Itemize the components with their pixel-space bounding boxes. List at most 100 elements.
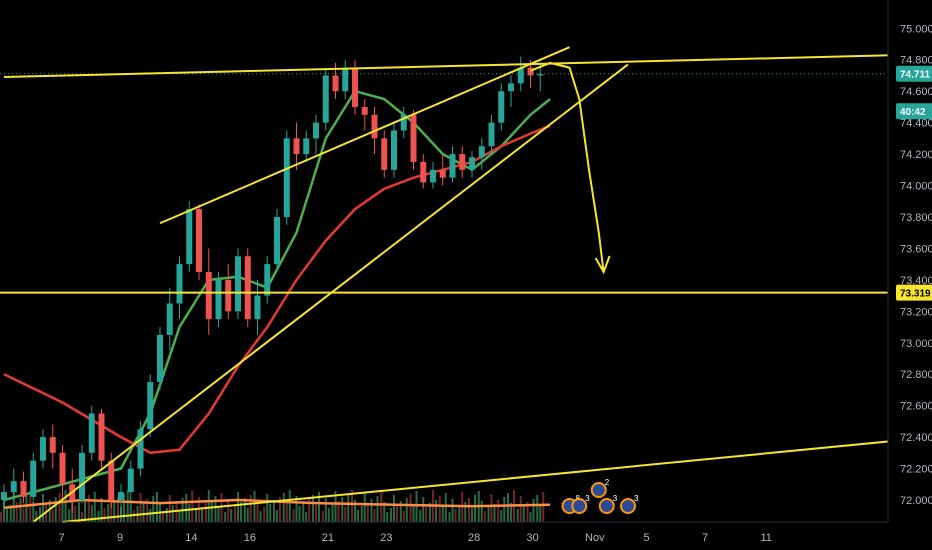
candle-body	[420, 161, 427, 183]
volume-bar	[243, 498, 246, 522]
volume-bar	[288, 490, 291, 522]
volume-bar	[451, 499, 454, 522]
time-tick-label: 7	[59, 532, 65, 544]
volume-bar	[54, 497, 57, 522]
volume-bar	[35, 511, 38, 522]
volume-bar	[15, 502, 18, 522]
volume-bar	[246, 508, 249, 522]
event-count: 2	[605, 478, 610, 487]
candle-body	[1, 492, 7, 500]
volume-bar	[39, 507, 41, 522]
candle-body	[313, 122, 319, 139]
volume-bar	[308, 499, 311, 522]
volume-bar	[454, 509, 457, 522]
candle-body	[108, 460, 115, 500]
volume-bar	[276, 510, 278, 522]
volume-bar	[240, 502, 242, 522]
volume-bar	[87, 495, 90, 522]
volume-bar	[402, 511, 405, 522]
volume-bar	[412, 504, 415, 522]
volume-bar	[341, 497, 344, 522]
candle-body	[488, 122, 495, 147]
volume-bar	[542, 492, 545, 522]
time-tick-label: 11	[761, 532, 772, 544]
volume-bar	[490, 494, 493, 522]
volume-bar	[321, 511, 324, 522]
candle-body	[254, 295, 261, 320]
candle-body	[430, 169, 436, 183]
volume-bar	[282, 493, 285, 522]
time-tick-label: 16	[244, 532, 256, 544]
volume-bar	[217, 506, 220, 522]
volume-bar	[25, 495, 28, 522]
candle-body	[20, 481, 27, 497]
event-count: 3	[634, 494, 639, 503]
candle-body	[322, 75, 329, 123]
volume-bar	[386, 512, 389, 522]
volume-bar	[78, 502, 80, 522]
price-tick-label: 72.600	[900, 401, 932, 413]
candle-body	[196, 209, 202, 273]
volume-bar	[295, 496, 298, 522]
volume-bar	[315, 505, 317, 522]
candle-body	[244, 256, 251, 320]
candle-body	[517, 67, 524, 84]
volume-bar	[292, 509, 295, 522]
moving-average-line	[3, 124, 551, 455]
volume-bar	[312, 495, 314, 522]
price-tag-label: 40:42	[900, 107, 926, 118]
volume-bar	[532, 499, 535, 522]
price-tag-label: 74.711	[900, 70, 930, 81]
volume-bar	[51, 510, 54, 522]
volume-bar	[126, 490, 129, 522]
price-tick-label: 73.400	[900, 275, 932, 287]
price-tick-label: 72.800	[900, 369, 932, 381]
event-marker	[598, 498, 615, 514]
volume-bar	[529, 512, 532, 522]
volume-bar	[152, 496, 155, 522]
volume-bar	[210, 500, 213, 522]
volume-bar	[464, 502, 467, 522]
volume-bar	[536, 495, 539, 522]
candle-body	[283, 138, 290, 217]
candle-body	[342, 67, 349, 92]
volume-bar	[204, 503, 207, 522]
price-tick-label: 73.600	[900, 243, 932, 255]
time-tick-label: 14	[185, 532, 197, 544]
volume-bar	[100, 498, 103, 522]
volume-bar	[503, 497, 506, 522]
volume-bar	[113, 501, 116, 522]
volume-bar	[168, 495, 171, 522]
volume-bar	[230, 509, 233, 522]
volume-bar	[458, 505, 461, 522]
volume-bar	[383, 502, 386, 522]
volume-bar	[419, 510, 422, 522]
candle-body	[49, 437, 56, 453]
time-tick-label: Nov	[585, 532, 605, 544]
price-tick-label: 74.400	[900, 118, 932, 130]
price-tag	[896, 284, 932, 301]
volume-bar	[249, 495, 252, 522]
price-tag	[896, 103, 932, 120]
candle-body	[264, 264, 271, 296]
candle-body	[30, 460, 37, 497]
projection-arrowhead	[594, 255, 611, 275]
volume-bar	[19, 498, 22, 522]
volume-bar	[497, 500, 500, 522]
trend-line	[62, 439, 902, 523]
volume-bar	[6, 509, 8, 522]
candle-body	[478, 146, 485, 158]
volume-bar	[139, 493, 142, 522]
time-tick-label: 7	[702, 532, 708, 544]
volume-bar	[149, 509, 152, 522]
projection-path	[530, 61, 605, 273]
volume-bar	[162, 512, 164, 522]
candle-body	[59, 452, 66, 485]
candle-body	[137, 429, 144, 469]
candle-body	[157, 334, 163, 383]
price-tick-label: 72.400	[900, 432, 932, 444]
volume-bar	[285, 503, 288, 522]
volume-bar	[302, 502, 305, 522]
volume-bar	[344, 507, 347, 522]
